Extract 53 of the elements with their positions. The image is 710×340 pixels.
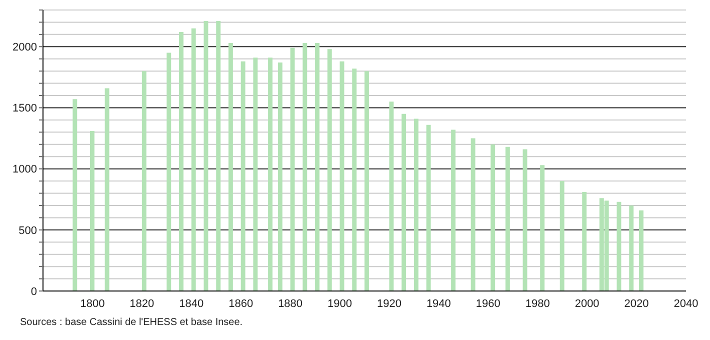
y-tick-label: 1000 [12, 164, 37, 176]
x-tick-label: 1960 [476, 298, 500, 310]
x-tick-label: 1820 [130, 298, 154, 310]
bar [490, 144, 496, 291]
y-tick-label: 1500 [12, 102, 37, 115]
bar [315, 42, 320, 291]
source-note: Sources : base Cassini de l'EHESS et base Insee. [20, 317, 244, 328]
x-tick-label: 2040 [674, 298, 698, 310]
bar [228, 42, 233, 291]
x-tick-label: 1840 [179, 298, 204, 310]
bar [240, 61, 246, 291]
bar [505, 146, 510, 291]
bar [540, 165, 545, 291]
bar [639, 210, 644, 291]
x-tick-label: 1980 [525, 298, 550, 310]
bar [142, 71, 146, 291]
x-tick-label: 1800 [80, 298, 105, 310]
x-tick-label: 2020 [624, 298, 649, 310]
bar [582, 192, 587, 291]
bar [253, 58, 258, 291]
bar [216, 20, 221, 291]
bar [327, 49, 332, 291]
bar [72, 99, 78, 291]
bar [90, 130, 94, 291]
x-tick-label: 1880 [278, 298, 303, 310]
x-tick-label: 1860 [228, 298, 254, 310]
bar [302, 42, 308, 291]
y-tick-label: 0 [30, 286, 37, 298]
x-tick-label: 1940 [426, 298, 451, 310]
bar [451, 130, 456, 291]
bar [179, 32, 184, 291]
bar [166, 52, 172, 291]
y-tick-label: 2000 [12, 42, 37, 54]
bar [470, 138, 476, 291]
bar [560, 181, 564, 291]
bar [191, 28, 196, 291]
bar [290, 48, 295, 291]
bar [340, 61, 344, 291]
bar [104, 88, 110, 291]
bar [352, 68, 357, 291]
bar [278, 62, 282, 291]
bar [426, 124, 431, 291]
y-tick-label: 500 [18, 224, 37, 237]
bar [268, 58, 272, 291]
bar [364, 71, 369, 291]
bar [389, 102, 394, 291]
bar [402, 114, 406, 291]
x-tick-label: 2000 [574, 298, 600, 310]
bar [414, 118, 418, 291]
x-tick-label: 1900 [328, 298, 352, 310]
x-tick-label: 1920 [376, 298, 402, 310]
bar [629, 205, 634, 291]
bar [204, 20, 208, 291]
